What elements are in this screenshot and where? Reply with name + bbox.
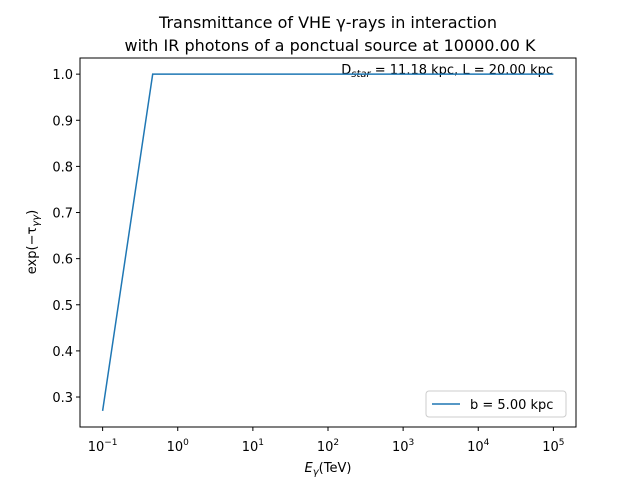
y-tick-label: 0.5 bbox=[52, 299, 73, 314]
x-tick-base: 10 bbox=[317, 440, 334, 455]
x-label-part: (TeV) bbox=[319, 461, 352, 476]
x-tick-label: 10−1 bbox=[88, 438, 118, 455]
y-tick-label: 0.9 bbox=[52, 114, 73, 129]
x-tick-exponent: −1 bbox=[104, 438, 117, 448]
x-tick-exponent: 2 bbox=[333, 438, 339, 448]
x-tick-exponent: 0 bbox=[183, 438, 189, 448]
x-tick-base: 10 bbox=[392, 440, 409, 455]
x-tick-label: 101 bbox=[242, 438, 264, 455]
y-tick-label: 1.0 bbox=[52, 68, 73, 83]
x-tick-exponent: 4 bbox=[484, 438, 490, 448]
x-axis-label: Eγ(TeV) bbox=[305, 461, 352, 478]
x-tick-base: 10 bbox=[467, 440, 484, 455]
annotation: Dstar = 11.18 kpc, L = 20.00 kpc bbox=[341, 63, 553, 80]
x-tick-base: 10 bbox=[167, 440, 184, 455]
x-tick-label: 104 bbox=[467, 438, 490, 455]
y-axis-label: exp(−τγγ) bbox=[25, 210, 42, 274]
x-label-sub: γ bbox=[313, 467, 320, 478]
y-label-sub: γγ bbox=[31, 214, 42, 227]
x-tick-base: 10 bbox=[88, 440, 105, 455]
x-tick-exponent: 3 bbox=[409, 438, 415, 448]
y-tick-label: 0.7 bbox=[52, 207, 73, 222]
x-tick-exponent: 1 bbox=[258, 438, 264, 448]
x-tick-label: 103 bbox=[392, 438, 414, 455]
y-label-part: exp(−τ bbox=[25, 227, 40, 275]
x-tick-base: 10 bbox=[542, 440, 559, 455]
annotation-part: D bbox=[341, 63, 351, 78]
plot-frame bbox=[79, 57, 577, 428]
x-tick-label: 100 bbox=[167, 438, 190, 455]
chart-title: with IR photons of a ponctual source at … bbox=[125, 36, 537, 55]
y-tick-label: 0.4 bbox=[52, 345, 73, 360]
y-label-part: ) bbox=[25, 210, 40, 215]
y-tick-label: 0.3 bbox=[52, 391, 73, 406]
y-tick-label: 0.6 bbox=[52, 253, 73, 268]
x-label-part: E bbox=[305, 461, 314, 476]
legend-box bbox=[425, 390, 567, 418]
y-tick-label: 0.8 bbox=[52, 160, 73, 175]
x-tick-label: 102 bbox=[317, 438, 339, 455]
x-tick-exponent: 5 bbox=[559, 438, 565, 448]
data-line bbox=[101, 73, 554, 411]
x-tick-label: 105 bbox=[542, 438, 564, 455]
x-tick-base: 10 bbox=[242, 440, 259, 455]
chart-title: Transmittance of VHE γ-rays in interacti… bbox=[158, 13, 497, 32]
annotation-part: = 11.18 kpc, L = 20.00 kpc bbox=[371, 63, 553, 78]
legend-label: b = 5.00 kpc bbox=[470, 398, 553, 413]
